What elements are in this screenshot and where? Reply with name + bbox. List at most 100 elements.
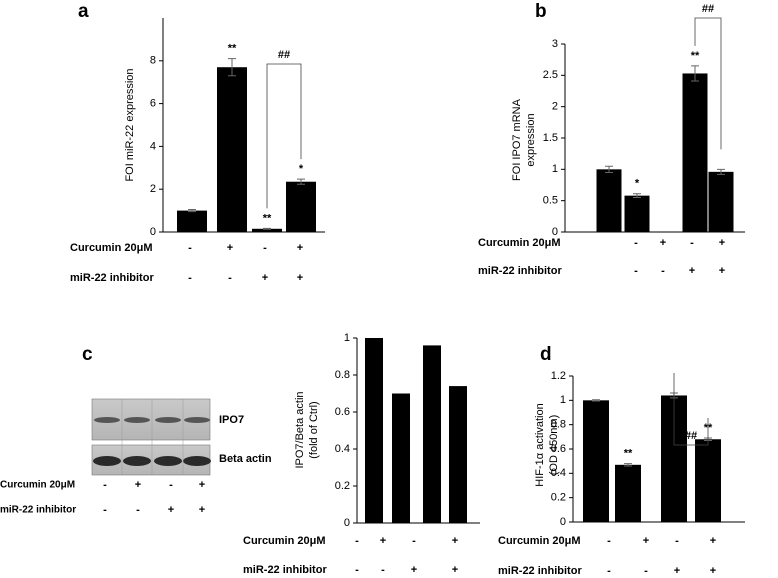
y-tick-label: 0.2 [551, 492, 566, 504]
bar [695, 439, 721, 522]
significance-label: * [635, 178, 640, 190]
condition-label: miR-22 inhibitor [478, 265, 562, 277]
bar [682, 73, 708, 232]
significance-label: ** [228, 43, 237, 55]
condition-sign: + [674, 565, 680, 577]
bracket [266, 63, 302, 209]
condition-sign: + [380, 535, 386, 547]
condition-sign: + [199, 479, 205, 491]
y-axis-label: HIF-1α activation [534, 403, 546, 486]
condition-label: miR-22 inhibitor [498, 565, 582, 577]
y-tick-label: 1 [560, 394, 566, 406]
y-tick-label: 0.6 [335, 406, 350, 418]
condition-sign: - [690, 237, 694, 249]
y-tick-label: 2 [150, 183, 156, 195]
condition-label: Curcumin 20μM [478, 237, 561, 249]
y-tick-label: 0 [560, 516, 566, 528]
condition-label: Curcumin 20μM [498, 535, 581, 547]
y-tick-label: 0.8 [335, 369, 350, 381]
condition-label: miR-22 inhibitor [0, 505, 76, 516]
y-tick-label: 1.5 [543, 132, 558, 144]
error-bar [297, 178, 305, 185]
condition-sign: - [103, 479, 107, 491]
band-label: IPO7 [219, 414, 244, 426]
blot-image [91, 398, 211, 476]
condition-sign: - [136, 504, 140, 516]
y-tick-label: 6 [150, 98, 156, 110]
condition-sign: + [135, 479, 141, 491]
error-bar [263, 227, 271, 230]
bar [365, 338, 383, 523]
condition-sign: + [411, 564, 417, 576]
bar [708, 171, 734, 232]
condition-sign: - [381, 564, 385, 576]
condition-sign: - [188, 242, 192, 254]
error-bar [605, 165, 613, 173]
y-axis-label: FOI miR-22 expression [124, 68, 136, 181]
y-tick-label: 0.4 [551, 467, 566, 479]
y-tick-label: 3 [552, 38, 558, 50]
condition-sign: - [263, 242, 267, 254]
condition-sign: - [607, 565, 611, 577]
condition-label: miR-22 inhibitor [243, 564, 327, 576]
error-bar [624, 463, 632, 467]
condition-sign: - [228, 272, 232, 284]
condition-sign: - [355, 535, 359, 547]
bracket [673, 373, 709, 446]
y-tick-label: 0 [344, 517, 350, 529]
y-axis-label: (OD 450nm) [548, 415, 560, 476]
y-tick-label: 0.6 [551, 443, 566, 455]
condition-sign: - [634, 265, 638, 277]
band-label: Beta actin [219, 453, 272, 465]
condition-sign: + [168, 504, 174, 516]
bracket-label: ## [702, 3, 714, 15]
y-tick-label: 4 [150, 140, 156, 152]
panel-letter: a [78, 1, 89, 22]
bar [583, 400, 609, 522]
y-tick-label: 2.5 [543, 69, 558, 81]
condition-label: miR-22 inhibitor [70, 272, 154, 284]
y-tick-label: 0 [150, 226, 156, 238]
condition-sign: + [199, 504, 205, 516]
condition-sign: + [262, 272, 268, 284]
bar [596, 169, 622, 232]
significance-label: * [299, 163, 304, 175]
condition-sign: - [355, 564, 359, 576]
y-tick-label: 0.5 [543, 195, 558, 207]
bracket [694, 17, 722, 150]
condition-sign: - [169, 479, 173, 491]
y-axis-label: (fold of Ctrl) [308, 401, 320, 458]
y-axis-label: expression [525, 113, 537, 166]
condition-sign: + [297, 272, 303, 284]
condition-sign: - [675, 535, 679, 547]
condition-sign: + [689, 265, 695, 277]
y-tick-label: 0 [552, 226, 558, 238]
error-bar [228, 58, 236, 77]
significance-label: ** [624, 448, 633, 460]
y-tick-label: 1 [344, 332, 350, 344]
condition-sign: + [297, 242, 303, 254]
condition-sign: + [660, 237, 666, 249]
error-bar [633, 193, 641, 199]
condition-sign: + [452, 535, 458, 547]
condition-sign: + [710, 565, 716, 577]
bar [615, 464, 641, 522]
condition-sign: - [412, 535, 416, 547]
error-bar [691, 65, 699, 82]
bar [286, 181, 316, 232]
panel-letter: c [82, 344, 93, 365]
error-bar [717, 168, 725, 175]
y-tick-label: 1 [552, 163, 558, 175]
condition-sign: - [634, 237, 638, 249]
y-tick-label: 8 [150, 55, 156, 67]
bar [252, 228, 282, 232]
condition-sign: + [452, 564, 458, 576]
bracket-label: ## [278, 49, 290, 61]
condition-sign: - [661, 265, 665, 277]
bar [624, 195, 650, 232]
significance-label: ** [691, 50, 700, 62]
condition-sign: + [719, 265, 725, 277]
y-tick-label: 1.2 [551, 370, 566, 382]
y-axis-label: IPO7/Beta actin [294, 391, 306, 468]
